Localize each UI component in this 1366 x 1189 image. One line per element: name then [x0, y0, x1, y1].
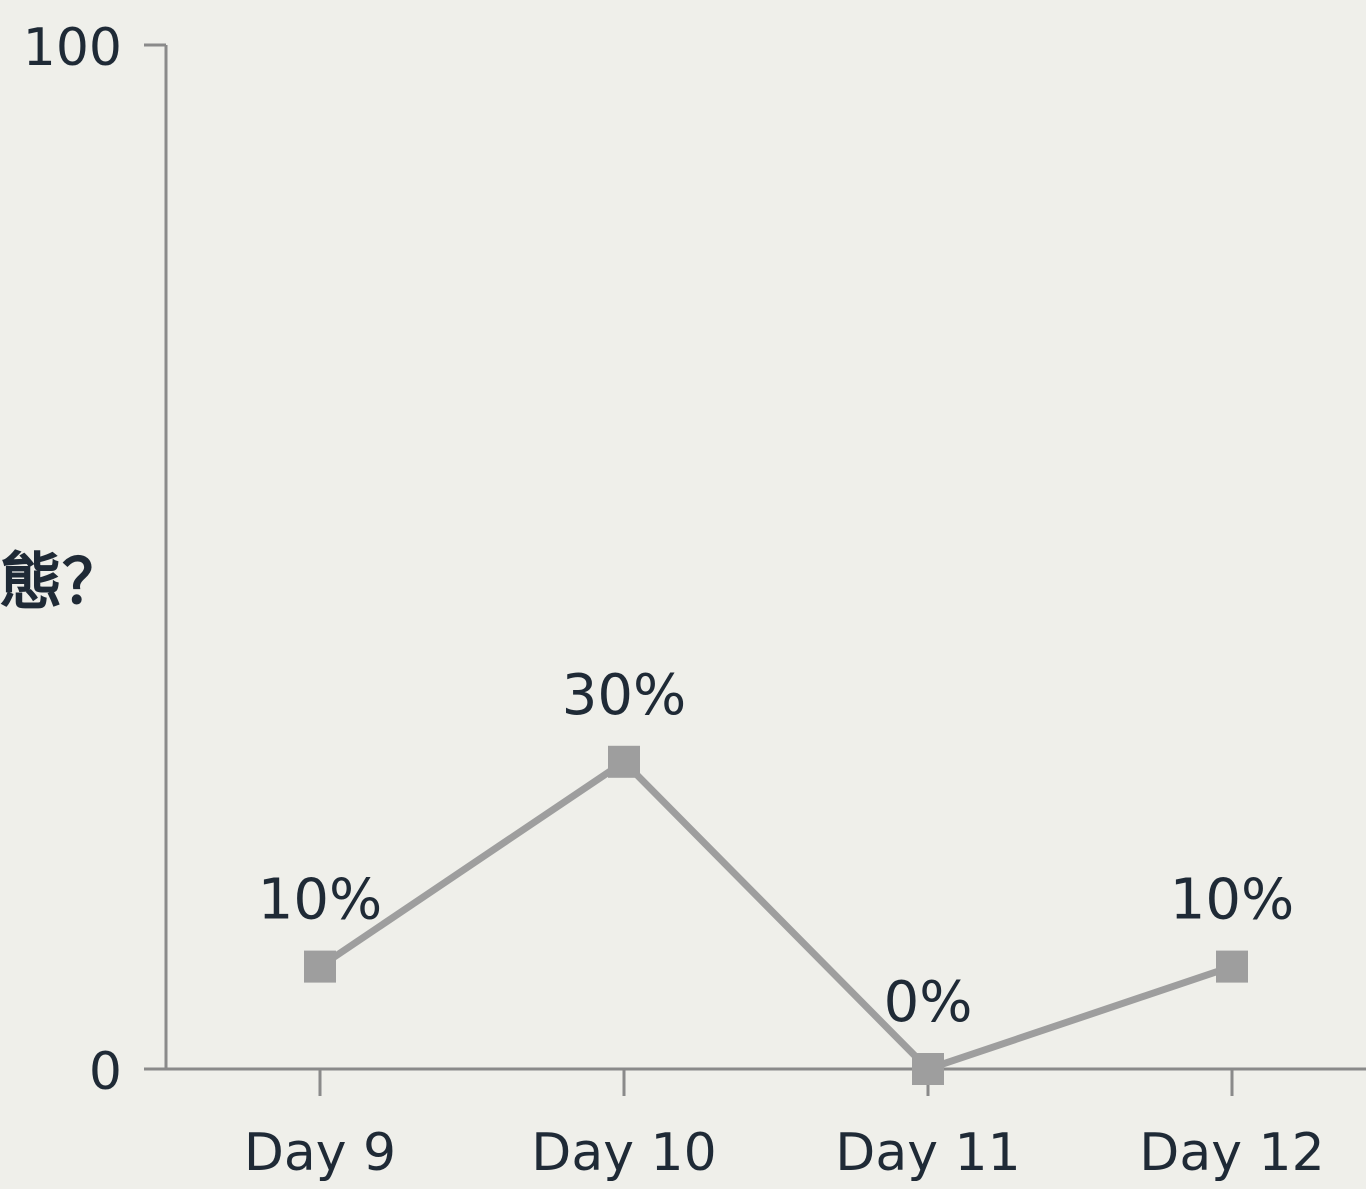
data-label: 30% — [562, 663, 686, 728]
x-tick-label: Day 11 — [835, 1123, 1020, 1183]
x-ticks: Day 9 Day 10 Day 11 Day 12 — [244, 1069, 1325, 1183]
x-tick-label: Day 12 — [1139, 1123, 1324, 1183]
data-point-marker — [912, 1053, 944, 1085]
x-tick-label: Day 10 — [531, 1123, 716, 1183]
data-label: 10% — [258, 868, 382, 933]
data-point-marker — [304, 950, 336, 983]
data-label: 10% — [1170, 868, 1294, 933]
y-ticks: 0 100 — [23, 18, 166, 1102]
x-tick-label: Day 9 — [244, 1123, 396, 1183]
data-point-marker — [608, 745, 640, 778]
data-point-marker — [1216, 950, 1248, 983]
y-tick-label: 0 — [89, 1042, 122, 1102]
data-label: 0% — [884, 970, 973, 1035]
y-tick-label: 100 — [23, 18, 122, 78]
series-line — [318, 757, 1234, 1074]
y-axis-label: 態？ — [0, 545, 124, 618]
axes — [144, 45, 1366, 1071]
series-layer: 10% 30% 0% 10% — [258, 663, 1294, 1085]
